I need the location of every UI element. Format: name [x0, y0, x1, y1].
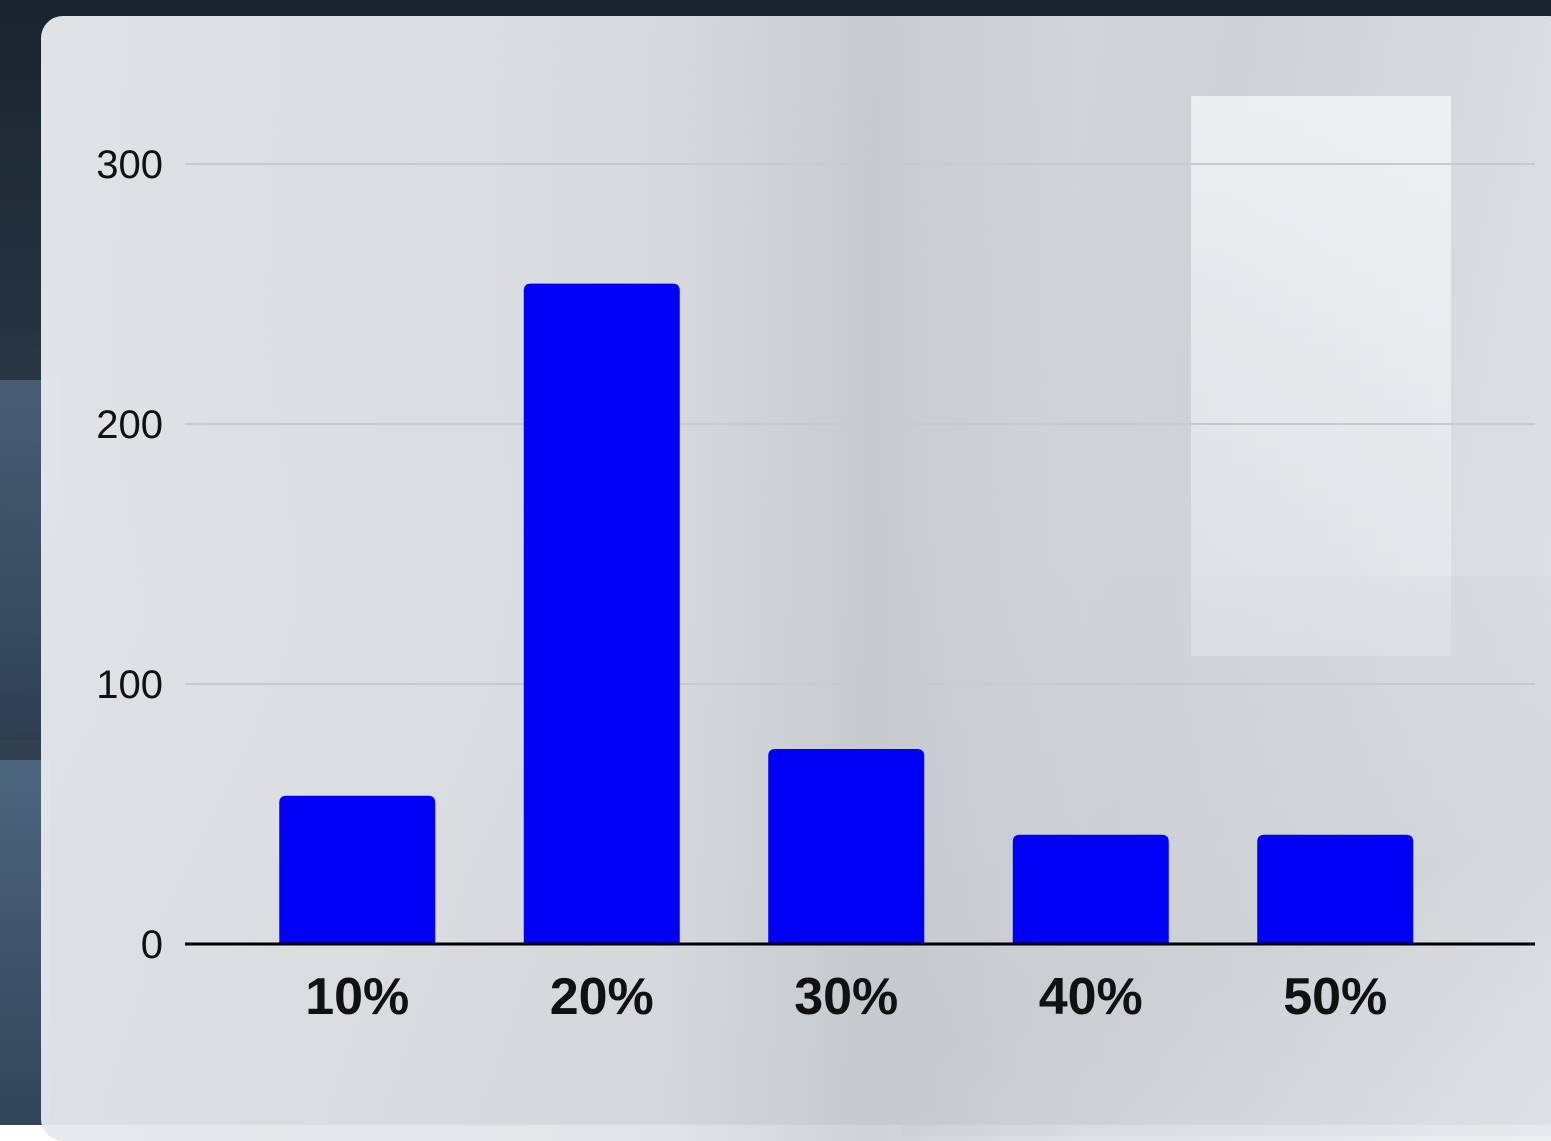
- bar-20%: [523, 283, 680, 945]
- gridlines: [185, 163, 1535, 685]
- x-tick-label: 30%: [794, 968, 898, 1026]
- chart-panel: [41, 16, 1551, 1141]
- bar-50%: [1257, 834, 1414, 944]
- x-tick-labels: 10% 20% 30% 40% 50%: [305, 968, 1387, 1026]
- panel-photo-overlay: [901, 576, 1551, 1136]
- y-tick-label: 200: [96, 403, 163, 447]
- bar-10%: [279, 795, 436, 944]
- y-tick-label: 300: [96, 143, 163, 187]
- panel-photo-overlay: [1191, 96, 1451, 656]
- y-tick-label: 100: [96, 663, 163, 707]
- x-tick-label: 40%: [1039, 968, 1143, 1026]
- bars: [279, 283, 1414, 945]
- y-tick-labels: 0 100 200 300: [96, 143, 163, 967]
- x-tick-label: 50%: [1283, 968, 1387, 1026]
- bar-30%: [768, 749, 925, 944]
- panel-photo-overlay: [661, 16, 1081, 1141]
- x-tick-label: 10%: [305, 968, 409, 1026]
- x-tick-label: 20%: [550, 968, 654, 1026]
- y-tick-label: 0: [141, 923, 163, 967]
- bar-40%: [1012, 834, 1169, 944]
